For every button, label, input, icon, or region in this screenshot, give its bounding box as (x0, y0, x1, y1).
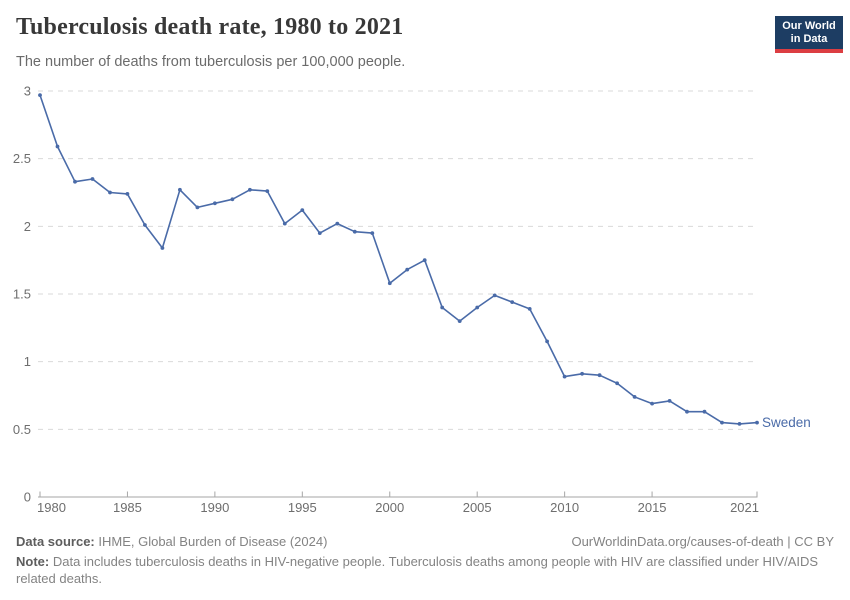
x-tick-label: 2000 (375, 500, 404, 515)
y-tick-label: 3 (24, 84, 31, 99)
footer-link[interactable]: OurWorldinData.org/causes-of-death | CC … (571, 533, 834, 550)
data-point[interactable] (265, 189, 270, 193)
data-point[interactable] (492, 293, 497, 298)
data-point[interactable] (352, 229, 357, 234)
data-point[interactable] (73, 179, 77, 184)
y-tick-label: 1.5 (13, 287, 31, 302)
data-point[interactable] (55, 144, 60, 149)
line-sweden[interactable] (39, 94, 758, 425)
data-point[interactable] (580, 371, 584, 376)
data-point[interactable] (282, 221, 287, 226)
data-point[interactable] (317, 231, 322, 236)
data-point[interactable] (597, 373, 602, 378)
data-point[interactable] (160, 246, 165, 250)
data-point[interactable] (387, 281, 392, 286)
footer-note-label: Note: (16, 554, 50, 569)
data-point[interactable] (702, 409, 707, 414)
y-tick-label: 0.5 (13, 422, 31, 437)
x-tick-label: 1985 (113, 500, 142, 515)
data-point[interactable] (405, 267, 410, 272)
data-point[interactable] (737, 422, 742, 426)
x-tick-label: 1980 (37, 500, 66, 515)
data-point[interactable] (178, 187, 182, 192)
data-point[interactable] (562, 374, 567, 379)
owid-logo-line2: in Data (790, 33, 828, 45)
data-point[interactable] (370, 231, 375, 236)
data-point[interactable] (248, 187, 252, 192)
owid-logo[interactable]: Our World in Data (775, 16, 843, 53)
y-tick-label: 1 (24, 354, 31, 369)
data-point[interactable] (632, 395, 637, 399)
owid-logo-line1: Our World (782, 20, 836, 32)
data-point[interactable] (475, 305, 480, 310)
data-point[interactable] (38, 93, 42, 97)
y-tick-label: 2.5 (13, 151, 31, 166)
data-point[interactable] (720, 420, 724, 425)
chart-footer: Data source: IHME, Global Burden of Dise… (16, 533, 834, 587)
data-point[interactable] (685, 409, 689, 414)
chart-subtitle: The number of deaths from tuberculosis p… (16, 54, 406, 70)
page-title: Tuberculosis death rate, 1980 to 2021 (16, 14, 404, 40)
data-point[interactable] (143, 223, 147, 227)
x-tick-label: 2010 (550, 500, 579, 515)
series-label-sweden[interactable]: Sweden (762, 415, 811, 430)
data-point[interactable] (90, 177, 95, 181)
data-point[interactable] (108, 190, 112, 195)
data-point[interactable] (667, 399, 672, 403)
x-tick-label: 1990 (200, 500, 229, 515)
owid-url-link[interactable]: OurWorldinData.org/causes-of-death | CC … (571, 534, 834, 549)
data-source-text: IHME, Global Burden of Disease (2024) (98, 534, 328, 549)
line-chart[interactable]: 0 0.5 1 1.5 2 2.5 3 1980 1985 1990 1995 2000 2005 201… (0, 75, 850, 525)
data-source-label: Data source: (16, 534, 95, 549)
footer-note-text: Data includes tuberculosis deaths in HIV… (16, 554, 819, 586)
y-tick-label: 0 (24, 490, 31, 505)
x-tick-label: 1995 (288, 500, 317, 515)
data-point[interactable] (527, 307, 532, 311)
data-point[interactable] (615, 381, 619, 386)
chart-plot-area[interactable]: 0 0.5 1 1.5 2 2.5 3 1980 1985 1990 1995 2000 2005 201… (0, 75, 850, 525)
data-point[interactable] (422, 258, 427, 263)
data-point[interactable] (213, 201, 217, 206)
x-tick-label: 2015 (638, 500, 667, 515)
x-tick-label: 2005 (463, 500, 492, 515)
data-point[interactable] (755, 420, 759, 425)
data-point[interactable] (545, 339, 549, 344)
x-tick-label: 2021 (730, 500, 759, 515)
data-point[interactable] (440, 305, 445, 310)
data-source: Data source: IHME, Global Burden of Dise… (16, 533, 327, 550)
data-point[interactable] (335, 221, 340, 226)
data-point[interactable] (125, 192, 130, 196)
y-tick-label: 2 (24, 219, 31, 234)
data-point[interactable] (457, 319, 462, 323)
footer-note: Note: Data includes tuberculosis deaths … (16, 553, 834, 587)
data-point[interactable] (195, 205, 200, 210)
data-point[interactable] (300, 208, 305, 213)
data-point[interactable] (510, 300, 515, 304)
data-point[interactable] (650, 401, 654, 406)
data-point[interactable] (230, 197, 235, 202)
